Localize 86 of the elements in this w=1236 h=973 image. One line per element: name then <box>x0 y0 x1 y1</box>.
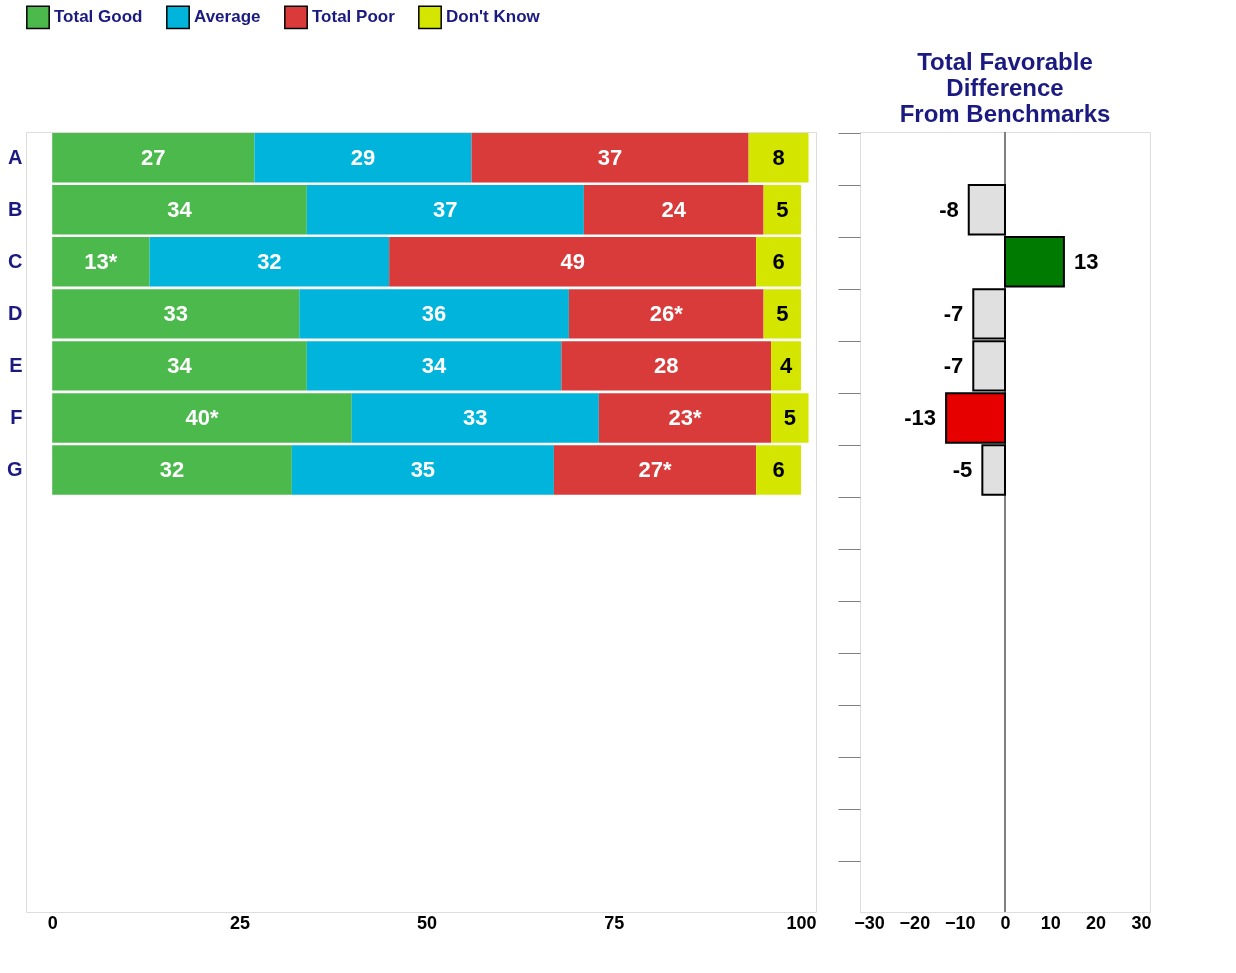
y-tick-label: F <box>10 405 23 428</box>
data-label: -5 <box>952 456 973 482</box>
data-label: 27* <box>638 456 672 482</box>
bar <box>254 133 472 183</box>
data-label: 8 <box>772 144 785 170</box>
bar <box>553 445 757 495</box>
bar <box>771 341 802 391</box>
x-tick-label: 75 <box>604 912 625 933</box>
data-label: 4 <box>779 352 793 378</box>
data-label: -13 <box>904 404 937 430</box>
bar <box>771 393 809 443</box>
x-tick-label: 100 <box>786 912 817 933</box>
y-tick-label: C <box>8 249 23 272</box>
x-tick-label: 50 <box>417 912 438 933</box>
bar <box>763 289 802 339</box>
bar <box>351 393 599 443</box>
bar <box>583 185 764 235</box>
data-label: 28 <box>653 352 679 378</box>
x-tick-label: 20 <box>1086 912 1107 933</box>
x-tick-label: −20 <box>899 912 931 933</box>
data-label: 26* <box>649 300 684 326</box>
bar <box>756 445 802 495</box>
bar <box>568 289 764 339</box>
data-label: 29 <box>350 144 376 170</box>
data-label: 36 <box>421 300 447 326</box>
bar <box>149 237 390 287</box>
data-label: 40* <box>185 404 219 430</box>
bar <box>52 393 352 443</box>
x-tick-label: −10 <box>944 912 976 933</box>
bar <box>52 445 292 495</box>
bar <box>306 341 562 391</box>
x-tick-label: 10 <box>1040 912 1061 933</box>
y-tick-label: E <box>9 353 23 376</box>
bar <box>748 133 809 183</box>
x-tick-label: 30 <box>1131 912 1152 933</box>
bar <box>561 341 772 391</box>
data-label: 5 <box>776 196 789 222</box>
y-tick-label: B <box>8 197 23 220</box>
data-label: 6 <box>772 248 785 274</box>
data-label: 6 <box>772 456 785 482</box>
bar <box>52 289 300 339</box>
data-label: 37 <box>433 196 458 222</box>
bar <box>756 237 802 287</box>
data-label: 24 <box>661 196 687 222</box>
bar <box>471 133 749 183</box>
data-label: 32 <box>257 248 282 274</box>
data-label: 13* <box>84 248 118 274</box>
data-label: 5 <box>783 404 796 430</box>
bar <box>52 185 307 235</box>
data-label: -7 <box>943 352 964 378</box>
bar <box>52 237 150 287</box>
data-label: -7 <box>943 300 964 326</box>
data-label: 34 <box>421 352 448 378</box>
data-label: 13 <box>1073 248 1099 274</box>
data-label: 33 <box>463 404 488 430</box>
data-label: 33 <box>163 300 189 326</box>
data-label: 34 <box>167 196 193 222</box>
bar <box>52 341 307 391</box>
legend-label: Total Poor <box>312 7 396 27</box>
bar <box>763 185 802 235</box>
bar <box>306 185 584 235</box>
x-tick-label: 0 <box>47 912 58 933</box>
legend-label: Don't Know <box>446 7 541 27</box>
data-label: 35 <box>410 456 436 482</box>
bar <box>389 237 757 287</box>
legend-label: Total Good <box>54 7 143 27</box>
data-label: -8 <box>939 196 959 222</box>
data-label: 34 <box>167 352 193 378</box>
y-tick-label: G <box>6 457 23 480</box>
chart-title: Total Favorable Difference From Benchmarks <box>899 48 1111 127</box>
y-tick-label: A <box>8 145 23 168</box>
legend-label: Average <box>194 7 261 27</box>
bar <box>598 393 772 443</box>
bar <box>52 133 255 183</box>
bar <box>299 289 569 339</box>
x-tick-label: 25 <box>229 912 250 933</box>
bar <box>291 445 554 495</box>
data-label: 37 <box>597 144 623 170</box>
data-label: 32 <box>159 456 185 482</box>
data-label: 27 <box>141 144 166 170</box>
x-tick-label: −30 <box>854 912 885 933</box>
x-tick-label: 0 <box>1000 912 1011 933</box>
data-label: 5 <box>776 300 789 326</box>
y-tick-label: D <box>8 301 23 324</box>
data-label: 23* <box>668 404 702 430</box>
data-label: 49 <box>560 248 585 274</box>
